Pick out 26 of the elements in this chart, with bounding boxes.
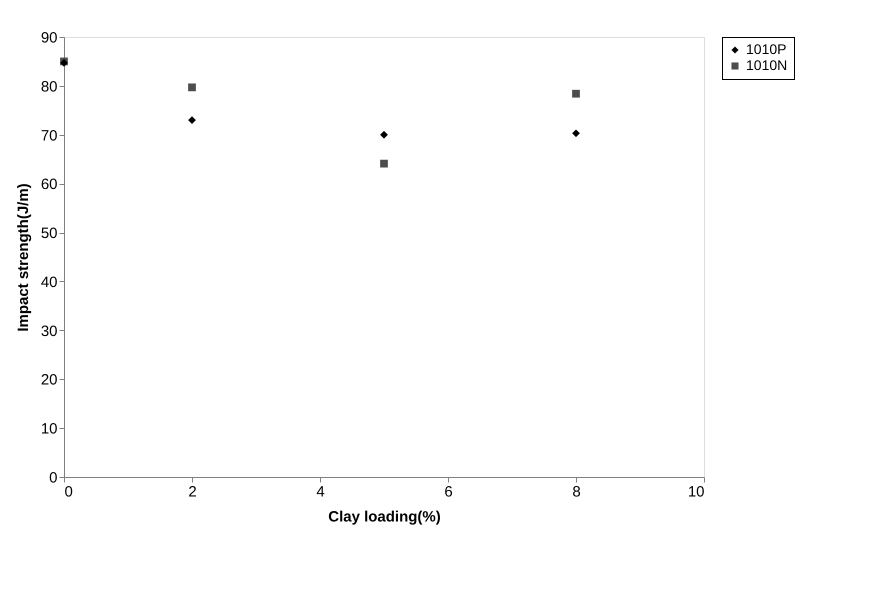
y-tick-label: 70 [40,127,58,144]
y-tick-label: 0 [49,470,58,486]
x-tick-label: 8 [572,484,581,500]
x-tick-label: 10 [688,484,704,500]
y-tick-label: 80 [40,78,58,96]
legend-label: 1010N [746,57,788,73]
legend-label: 1010P [746,41,786,57]
y-tick-label: 60 [40,176,58,194]
y-tick-label: 10 [40,420,58,438]
point [572,90,580,98]
y-tick-label: 50 [40,225,58,242]
y-tick-label: 30 [40,322,58,340]
y-tick-label: 20 [40,372,58,389]
x-axis-title: Clay loading(%) [328,508,441,526]
x-tick-label: 0 [64,484,73,500]
y-axis-title: Impact strength(J/m) [14,183,32,332]
y-tick-label: 90 [40,30,58,46]
x-tick-label: 2 [188,484,197,500]
point [380,160,388,168]
y-tick-label: 40 [40,274,58,291]
x-tick-label: 6 [444,484,453,500]
point [188,116,196,124]
point [380,130,388,139]
point [572,129,580,138]
point [188,83,196,92]
x-tick-label: 4 [316,484,325,500]
